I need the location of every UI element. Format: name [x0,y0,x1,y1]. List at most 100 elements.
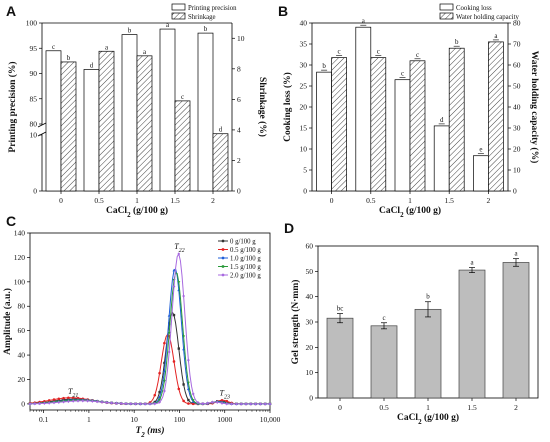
series-marker [86,399,89,403]
x-tick-label: 10,000 [260,415,281,424]
series-marker [182,294,185,298]
bar-letter: b [204,25,208,33]
series-marker [187,398,190,402]
series-marker [182,335,186,339]
bar-letter: b [426,293,430,301]
series-line [29,311,270,405]
series-marker [153,402,157,406]
series-marker [268,402,272,406]
panel-label: C [6,213,16,229]
series-marker [177,387,181,391]
series-marker [182,383,185,386]
x-tick-label: 2 [514,403,518,412]
bar-letter: a [166,21,170,29]
y-tick-label-right: 30 [513,124,521,133]
peak-annotation: T21 [68,387,78,399]
series-marker [139,402,142,406]
bar-water-holding-capacity [448,47,465,192]
series-marker [168,322,171,325]
series-marker [162,379,166,383]
x-tick-label: 0.5 [94,196,104,205]
y-tick-label: 0 [21,399,25,408]
series-marker [143,402,147,406]
series-marker [52,401,56,405]
bar-letter: b [128,27,132,35]
bar-gel-strength [502,262,530,399]
series-marker [158,371,161,375]
bar-letter: c [416,51,419,59]
series-marker [62,396,65,400]
legend-label: Printing precision [188,5,237,12]
bar-printing-precision [83,69,100,192]
series-marker [67,396,70,400]
series-marker [172,360,176,363]
y-tick-label: 0 [309,394,313,403]
panel-label: D [284,220,294,236]
legend-marker [221,239,225,243]
y-tick-label-left: 95 [30,44,38,53]
y-tick-label-right: 8 [237,64,241,73]
x-tick-label: 1 [426,403,430,412]
x-tick-label: 0.1 [39,415,49,424]
series-marker [129,402,133,406]
bar-letter: b [322,62,326,70]
series-marker [244,402,248,406]
series-marker [172,313,176,317]
y-tick-label-left: 5 [303,166,307,175]
bar-cooking-loss [394,79,411,192]
y-tick-label: 60 [18,326,26,335]
series-marker [186,381,190,385]
series-marker [172,268,176,272]
series-marker [220,401,224,405]
series-marker [187,402,190,405]
bar-letter: c [377,48,380,56]
x-tick-label: 0 [330,196,334,205]
y-axis-label-right: Water holding capacity (%) [529,51,540,164]
panel-c: C 0 20 40 60 80 100 120 140 0.1 1 10 100 1000 10,000 T2… [2,213,281,439]
series-marker [177,252,181,256]
series-line [29,267,270,405]
y-tick-label-left: 10 [300,145,308,154]
series-marker [259,402,262,406]
x-tick-label: 10 [130,415,138,424]
series-marker [196,400,200,405]
series-line [29,333,270,405]
y-tick-label-left: 40 [300,19,308,28]
x-tick-label: 0 [338,403,342,412]
y-tick-label-right: 0 [513,187,517,196]
series-marker [191,392,195,396]
x-tick-label: 1.5 [445,196,455,205]
y-tick-label-left: 0 [33,187,37,196]
series-marker [182,399,185,403]
series-marker [105,400,109,405]
axis-break-mark [37,122,47,128]
panel-d: D 0 10 20 30 40 50 60 0 bc 0.5 c 1 b 1.5 a 2 a CaCl2 (g/10… [284,220,539,426]
bar-letter: d [440,116,444,124]
series-marker [119,401,123,406]
peak-annotation: T22 [174,242,184,254]
series-marker [235,402,238,406]
y-tick-label-left: 0 [303,187,307,196]
series-marker [76,399,80,403]
bar-cooking-loss [433,125,450,192]
series-marker [167,350,171,354]
series-marker [38,401,41,406]
series-marker [67,399,70,404]
x-tick-label: 1 [135,196,139,205]
bar-cooking-loss [316,71,332,192]
y-tick-label-right: 80 [513,19,521,28]
x-tick-label: 2 [487,196,491,205]
series-marker [225,399,229,403]
series-marker [95,399,99,404]
y-axis-label: Gel strength (N·mm) [290,280,301,365]
y-tick-label-left: 35 [300,40,308,49]
series-marker [71,399,75,403]
series-marker [163,361,166,365]
bar-gel-strength [458,269,486,399]
series-marker [177,281,181,284]
y-tick-label-left: 30 [300,61,308,70]
series-marker [254,402,257,406]
legend-label: 1.0 g/100 g [230,256,261,263]
bar-letter: d [219,126,223,134]
y-tick-label-left: 100 [26,19,38,28]
